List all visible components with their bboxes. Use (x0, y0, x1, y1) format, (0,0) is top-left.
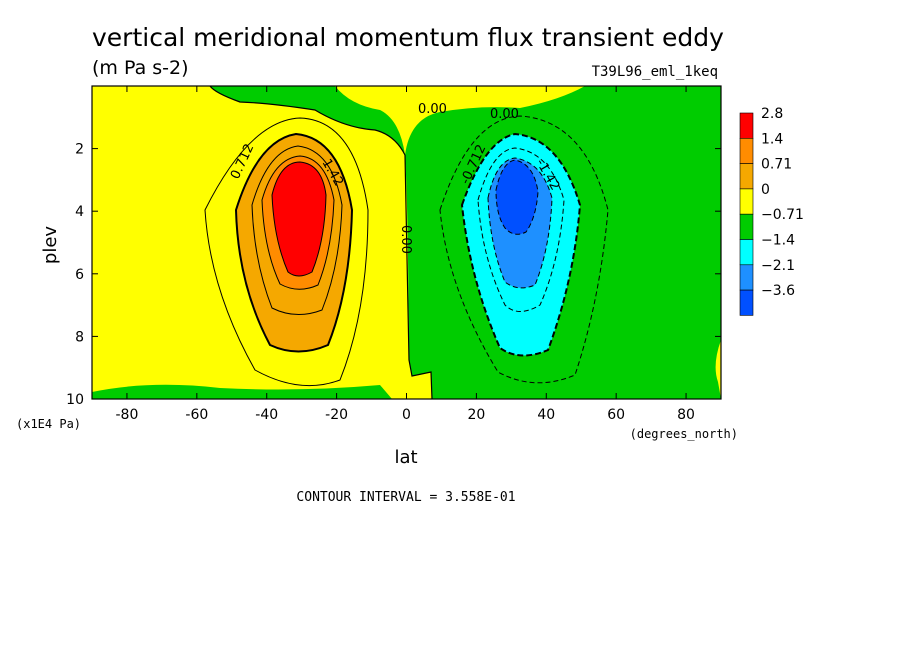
x-axis-units: (degrees_north) (630, 427, 738, 441)
negative-region (210, 86, 721, 399)
x-tick-label: 60 (607, 407, 625, 423)
legend-label: 2.8 (761, 106, 783, 122)
x-tick-label: 80 (677, 407, 695, 423)
x-tick-label: -40 (255, 407, 278, 423)
negative-contour-1-07 (477, 147, 565, 312)
legend-label: 0.71 (761, 157, 792, 173)
legend-swatch (739, 264, 754, 291)
y-axis-units: (x1E4 Pa) (16, 417, 81, 431)
contour-label-zero-top-right: 0.00 (490, 107, 519, 122)
dataset-name: T39L96_eml_1keq (592, 64, 718, 80)
y-tick-label: 8 (75, 329, 84, 345)
negative-contour-0-356 (439, 115, 609, 384)
chart-units: (m Pa s-2) (92, 57, 189, 79)
legend-label: 0 (761, 182, 770, 198)
legend-label: −1.4 (761, 233, 795, 249)
legend-swatch (739, 112, 754, 139)
y-tick-label: 2 (75, 142, 84, 158)
legend-label: 1.4 (761, 131, 783, 147)
legend-label: −3.6 (761, 283, 795, 299)
x-tick-label: -20 (325, 407, 348, 423)
plot-area: 0.712 1.42 0.00 0.00 0.00 -0.712 -1.42 (91, 85, 722, 400)
negative-fill-3-6 (495, 159, 539, 235)
contour-label-zero-top-left: 0.00 (418, 102, 447, 117)
contour-interval-text: CONTOUR INTERVAL = 3.558E-01 (296, 490, 515, 505)
color-legend: 2.8 1.4 0.71 0 −0.71 −1.4 −2.1 −3.6 (739, 106, 804, 316)
y-tick-label: 10 (66, 392, 84, 408)
legend-swatch (739, 289, 754, 316)
legend-swatch (739, 163, 754, 190)
y-axis-ticks: 2 4 6 8 10 (66, 142, 721, 408)
contour-label-zero-mid: 0.00 (398, 225, 413, 254)
y-axis-label: plev (40, 226, 61, 265)
x-tick-label: 20 (467, 407, 485, 423)
positive-contour-1-07 (251, 145, 343, 315)
positive-contour-0-356 (204, 117, 369, 387)
x-axis-label: lat (394, 447, 417, 468)
legend-label: −0.71 (761, 207, 804, 223)
legend-swatch (739, 239, 754, 266)
y-tick-label: 6 (75, 267, 84, 283)
zero-contour (404, 154, 433, 400)
legend-swatch (739, 213, 754, 240)
x-tick-label: 40 (537, 407, 555, 423)
x-tick-label: 0 (402, 407, 411, 423)
zero-contour-upper (209, 85, 406, 156)
y-tick-label: 4 (75, 204, 84, 220)
x-tick-label: -60 (185, 407, 208, 423)
x-axis-ticks: -80 -60 -40 -20 0 20 40 60 80 (116, 86, 695, 423)
legend-label: −2.1 (761, 258, 795, 274)
yellow-top-notch (335, 86, 585, 155)
x-tick-label: -80 (116, 407, 139, 423)
legend-swatch (739, 138, 754, 164)
negative-top-patch (92, 384, 392, 399)
positive-fill-2-8 (271, 161, 327, 277)
chart-title: vertical meridional momentum flux transi… (92, 23, 724, 52)
legend-swatch (739, 188, 754, 215)
